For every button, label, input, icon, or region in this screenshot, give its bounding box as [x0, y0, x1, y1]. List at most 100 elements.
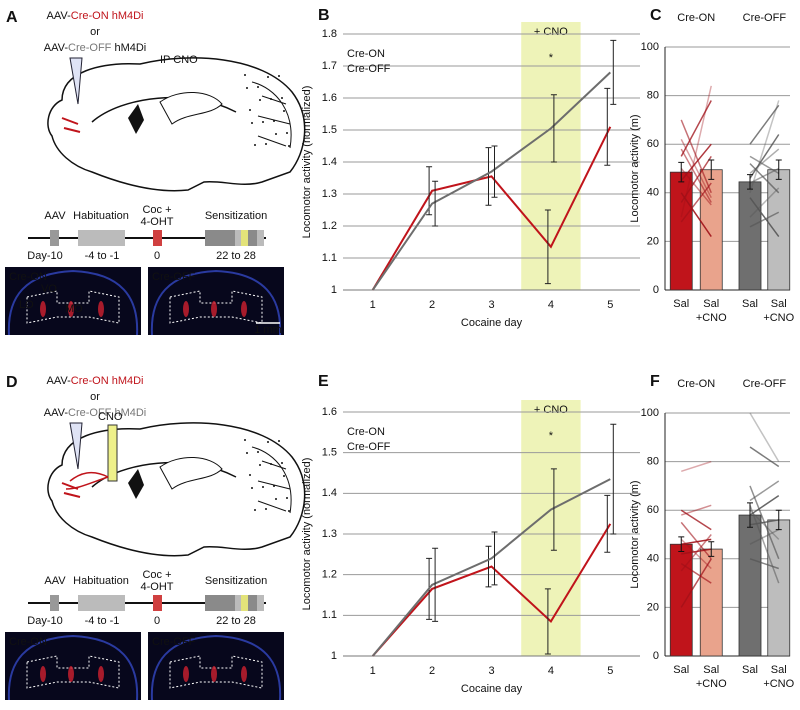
timeline-block: [248, 595, 257, 611]
brain-dot: [278, 75, 280, 77]
brain-striatum: [128, 469, 144, 499]
timeline-block: [153, 230, 162, 246]
highlight-band: [521, 400, 581, 656]
error-bar: [610, 423, 617, 535]
legend-label: Cre-OFF: [347, 441, 391, 453]
y-tick-label: 20: [647, 235, 659, 247]
brain-cerebellum: [251, 81, 292, 149]
brain-dot: [244, 74, 246, 76]
y-tick-label: 1: [331, 650, 337, 662]
timeline-day: Day-10: [27, 250, 62, 262]
timeline-event: Sensitization: [205, 575, 267, 587]
group-label: Cre-OFF: [743, 378, 787, 390]
timeline-block: [241, 230, 248, 246]
construct-part: Cre-OFF hM4Di: [68, 407, 146, 419]
brain-dot: [244, 439, 246, 441]
subject-line: [680, 521, 712, 560]
x-tick-label: 3: [488, 299, 494, 311]
error-bar: [708, 541, 715, 557]
timeline-block: [248, 230, 257, 246]
subject-line: [680, 509, 712, 531]
x-tick-label: 4: [548, 299, 554, 311]
panel-letter: B: [318, 7, 330, 24]
y-tick-label: 40: [647, 187, 659, 199]
highlight-label: + CNO: [534, 26, 568, 38]
y-axis-label: Locomotor activity (m): [629, 114, 641, 222]
construct-part: hM4Di: [111, 42, 146, 54]
timeline-event: Coc +: [142, 204, 171, 216]
timeline-block: [205, 230, 235, 246]
legend-label: Cre-ON: [347, 426, 385, 438]
error-bar: [604, 87, 611, 166]
y-tick-label: 100: [641, 41, 659, 53]
timeline-block: [257, 595, 264, 611]
cno-cannula: [107, 424, 118, 482]
brain-dot: [262, 486, 264, 488]
x-tick-label: 1: [370, 665, 376, 677]
x-tick-label: Sal: [742, 664, 758, 676]
construct-part: Cre-ON hM4Di: [71, 375, 144, 387]
group-label: Cre-OFF: [743, 12, 787, 24]
y-tick-label: 1.5: [322, 124, 337, 136]
error-bar: [678, 161, 685, 183]
y-tick-label: 1.5: [322, 447, 337, 459]
expression-spot: [241, 301, 247, 317]
brain-sketch: [47, 57, 306, 192]
brain-dot: [265, 508, 267, 510]
significance-label: *: [549, 430, 554, 442]
expression-spot: [211, 301, 217, 317]
timeline-event: 4-OHT: [141, 581, 174, 593]
brain-dot: [278, 440, 280, 442]
tissue-edge: [150, 269, 282, 336]
subject-line: [680, 100, 712, 157]
histology-image: Cre-OFF 1 mm: [148, 267, 284, 336]
y-axis-label: Locomotor activity (m): [629, 480, 641, 588]
expression-spot: [98, 666, 104, 682]
bar: [738, 514, 762, 657]
timeline-day: 22 to 28: [216, 615, 256, 627]
y-axis-label: Locomotor activity (normalized): [301, 458, 313, 611]
image-label: Cre-ON: [9, 636, 47, 648]
y-tick-label: 1.3: [322, 528, 337, 540]
group-label: Cre-ON: [677, 12, 715, 24]
region-label: MO: [65, 303, 83, 315]
timeline-day: -4 to -1: [85, 615, 120, 627]
brain-dot: [249, 109, 251, 111]
error-bar: [604, 494, 611, 553]
series-line: [371, 478, 611, 657]
construct-part: AAV-: [44, 407, 69, 419]
y-tick-label: 1.8: [322, 28, 337, 40]
x-axis-label: Cocaine day: [461, 683, 523, 695]
expression-spot: [40, 666, 46, 682]
series-line: [371, 71, 611, 291]
construct-label: AAV-Cre-OFF hM4Di: [44, 407, 147, 419]
x-tick-label: Sal: [703, 664, 719, 676]
y-tick-label: 1.4: [322, 156, 337, 168]
subject-line: [749, 167, 780, 184]
subject-line: [749, 509, 780, 540]
y-tick-label: 1.1: [322, 252, 337, 264]
error-bar: [491, 531, 498, 586]
subject-line: [749, 197, 780, 237]
brain-dot: [283, 110, 285, 112]
subject-line: [680, 143, 712, 182]
timeline-block: [50, 230, 59, 246]
x-tick-label: Sal: [771, 664, 787, 676]
brain-dot: [270, 463, 272, 465]
subject-line: [680, 538, 712, 570]
subject-line: [680, 155, 712, 203]
error-bar: [708, 159, 715, 180]
expression-spot: [183, 301, 189, 317]
y-tick-label: 1.7: [322, 60, 337, 72]
subject-line: [749, 134, 780, 179]
y-tick-label: 1.2: [322, 220, 337, 232]
x-tick-label: 1: [370, 299, 376, 311]
x-tick-label: 4: [548, 665, 554, 677]
brain-dot: [259, 464, 261, 466]
expression-spot: [68, 301, 74, 317]
cno-label: IP CNO: [160, 54, 198, 66]
brain-dot: [273, 120, 275, 122]
image-label: Cre-OFF: [152, 636, 196, 648]
timeline-day: 22 to 28: [216, 250, 256, 262]
brain-dot: [265, 143, 267, 145]
